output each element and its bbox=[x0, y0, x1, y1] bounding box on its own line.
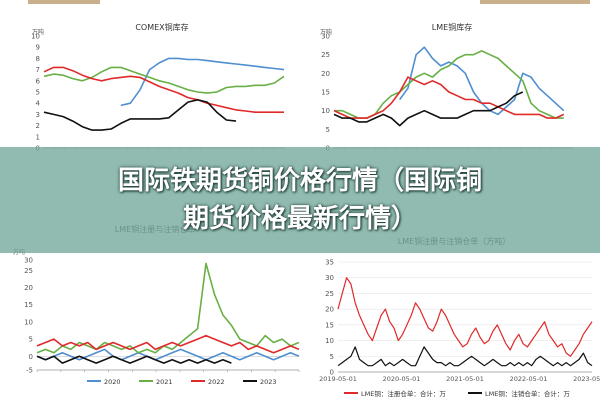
series-line-3 bbox=[43, 66, 284, 113]
chart-title: LME铜库存 bbox=[432, 22, 472, 32]
y-tick-label: 10 bbox=[31, 33, 40, 41]
y-tick-label: 2 bbox=[36, 122, 40, 130]
series-line-4 bbox=[43, 99, 237, 131]
article-title-line-1: 国际铁期货铜价格行情（国际铜 bbox=[117, 166, 482, 196]
y-tick-label: 5 bbox=[29, 336, 33, 344]
y-tick-label: 6 bbox=[36, 77, 41, 85]
y-tick-label: 15 bbox=[24, 301, 33, 309]
y-tick-label: 35 bbox=[325, 259, 334, 267]
chart-title: COMEX铜库存 bbox=[135, 22, 188, 32]
series-line-3 bbox=[333, 76, 565, 119]
y-tick-label: 4 bbox=[36, 100, 41, 108]
y-tick-label: -5 bbox=[26, 367, 33, 375]
y-tick-label: 10 bbox=[321, 107, 330, 115]
title-banner bbox=[0, 147, 600, 253]
series-line-1 bbox=[36, 348, 300, 361]
legend-label: 2022 bbox=[208, 378, 225, 386]
series-line-3 bbox=[36, 334, 300, 354]
y-tick-label: 1 bbox=[36, 133, 40, 141]
y-tick-label: 15 bbox=[321, 89, 330, 97]
series-line-1 bbox=[120, 57, 285, 107]
y-tick-label: 25 bbox=[325, 290, 334, 298]
x-tick-label: 2022-05-01 bbox=[510, 375, 548, 383]
legend-label: LME铜：注销仓单：合计：万 bbox=[485, 389, 570, 398]
y-tick-label: 25 bbox=[321, 51, 330, 59]
article-title: 国际铁期货铜价格行情（国际铜 期货价格最新行情） bbox=[0, 162, 600, 238]
y-tick-label: 30 bbox=[24, 257, 33, 265]
legend-label: 2020 bbox=[104, 378, 121, 386]
chart-panel-lme: LME铜库存万吨051015202530 bbox=[310, 12, 595, 153]
series-line-2 bbox=[334, 50, 564, 119]
series-line-2 bbox=[337, 346, 593, 367]
y-tick-label: 8 bbox=[36, 55, 40, 63]
lme-stock-chart: LME铜库存万吨051015202530 bbox=[320, 22, 573, 153]
legend-label: 2021 bbox=[156, 378, 173, 386]
x-tick-label: 2023-05-01 bbox=[573, 375, 600, 383]
y-tick-label: 20 bbox=[24, 284, 33, 292]
y-tick-label: 5 bbox=[36, 89, 40, 97]
y-axis-unit: 万吨 bbox=[320, 28, 332, 36]
y-tick-label: 9 bbox=[36, 44, 40, 52]
y-tick-label: 20 bbox=[321, 70, 330, 78]
series-line-1 bbox=[337, 277, 593, 357]
series-line-1 bbox=[399, 46, 565, 116]
top-strip-right bbox=[480, 0, 590, 4]
x-tick-label: 2021-05-01 bbox=[446, 375, 484, 383]
y-tick-label: 30 bbox=[321, 33, 330, 41]
y-tick-label: 5 bbox=[330, 353, 334, 361]
legend-label: LME铜：注册仓单：合计：万 bbox=[361, 389, 446, 398]
series-line-4 bbox=[36, 355, 232, 364]
legend-label: 2023 bbox=[260, 378, 277, 386]
y-tick-label: 15 bbox=[325, 321, 334, 329]
y-tick-label: 0 bbox=[29, 353, 33, 361]
y-tick-label: 10 bbox=[24, 318, 33, 326]
x-tick-label: 2019-05-01 bbox=[319, 375, 357, 383]
y-tick-label: 7 bbox=[36, 66, 40, 74]
y-tick-label: 20 bbox=[325, 306, 334, 314]
y-tick-label: 5 bbox=[326, 126, 330, 134]
y-tick-label: 10 bbox=[325, 337, 334, 345]
comex-stock-chart: COMEX铜库存万吨012345678910 bbox=[31, 22, 285, 153]
series-line-4 bbox=[333, 91, 524, 127]
y-tick-label: 0 bbox=[330, 369, 334, 377]
y-tick-label: 30 bbox=[325, 274, 334, 282]
series-line-2 bbox=[43, 66, 285, 94]
y-tick-label: 3 bbox=[36, 111, 40, 119]
series-line-2 bbox=[36, 262, 300, 354]
y-tick-label: 25 bbox=[24, 267, 33, 275]
chart-panel-comex: COMEX铜库存万吨012345678910 bbox=[22, 12, 292, 153]
article-title-line-2: 期货价格最新行情） bbox=[182, 204, 417, 234]
x-tick-label: 2020-05-01 bbox=[383, 375, 421, 383]
top-strip-left bbox=[28, 0, 100, 4]
y-axis-unit: 万吨 bbox=[32, 28, 44, 36]
